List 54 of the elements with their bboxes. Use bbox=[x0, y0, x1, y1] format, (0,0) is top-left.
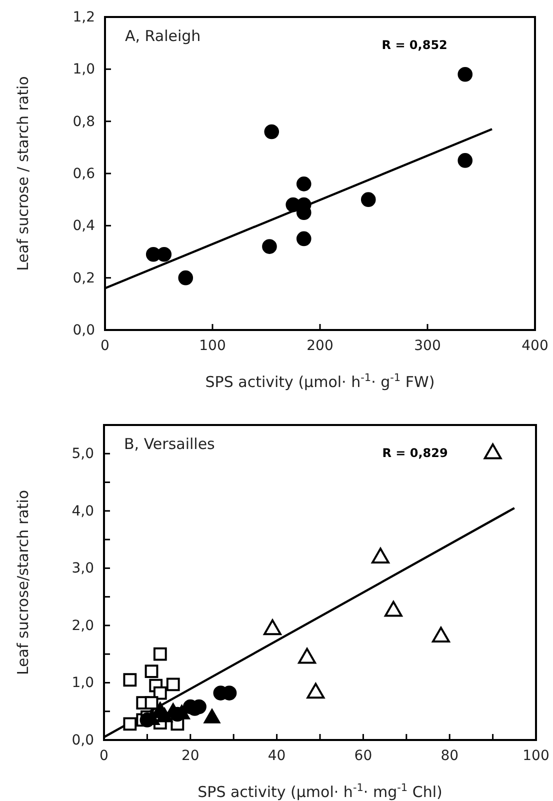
point bbox=[458, 153, 473, 168]
y-axis-title: Leaf sucrose/starch ratio bbox=[14, 490, 32, 676]
point bbox=[264, 619, 282, 636]
point bbox=[153, 647, 167, 661]
x-tick-label: 40 bbox=[268, 748, 286, 764]
y-axis-title: Leaf sucrose / starch ratio bbox=[14, 76, 32, 271]
x-tick-label: 100 bbox=[522, 748, 550, 764]
y-tick-label: 0,8 bbox=[72, 114, 95, 130]
point bbox=[144, 696, 158, 710]
x-tick-label: 20 bbox=[181, 748, 200, 764]
annotation: R = 0,852 bbox=[382, 38, 448, 52]
y-tick-label: 0,2 bbox=[72, 270, 95, 286]
x-tick-label: 0 bbox=[100, 748, 108, 764]
point bbox=[296, 231, 312, 246]
point bbox=[432, 626, 450, 643]
y-tick-label: 0,0 bbox=[72, 322, 95, 338]
x-axis-title: SPS activity (µmol· h$^{-1}$· g$^{-1}$ FW) bbox=[205, 372, 435, 391]
point bbox=[144, 664, 158, 678]
y-tick-label: 1,0 bbox=[72, 675, 94, 692]
y-tick-label: 2,0 bbox=[72, 618, 94, 634]
point bbox=[123, 717, 137, 731]
point bbox=[264, 124, 280, 140]
y-tick-label: 1,0 bbox=[72, 62, 95, 78]
x-tick-label: 200 bbox=[306, 338, 334, 354]
y-tick-label: 0,6 bbox=[72, 166, 96, 182]
y-tick-label: 0,4 bbox=[72, 218, 96, 234]
x-tick-label: 60 bbox=[354, 748, 372, 764]
point bbox=[153, 686, 167, 700]
x-axis-title: SPS activity (µmol· h$^{-1}$· mg$^{-1}$ Chl) bbox=[198, 782, 442, 801]
point bbox=[384, 600, 402, 617]
x-tick-label: 300 bbox=[414, 338, 441, 354]
x-tick-label: 0 bbox=[100, 338, 110, 354]
y-tick-label: 0,0 bbox=[72, 732, 94, 748]
y-tick-label: 3,0 bbox=[72, 560, 94, 577]
text: B, Versailles bbox=[124, 435, 216, 453]
point bbox=[178, 270, 194, 286]
point bbox=[123, 673, 137, 687]
x-tick-label: 100 bbox=[199, 338, 226, 354]
point bbox=[458, 66, 473, 82]
point bbox=[296, 176, 312, 192]
y-tick-label: 4,0 bbox=[72, 503, 94, 520]
point bbox=[372, 548, 390, 564]
x-tick-label: 80 bbox=[440, 748, 459, 764]
x-tick-label: 400 bbox=[522, 338, 548, 354]
y-tick-label: 1,2 bbox=[72, 9, 95, 26]
text: A, Raleigh bbox=[125, 27, 201, 45]
point bbox=[156, 246, 172, 262]
annotation: R = 0,829 bbox=[382, 446, 448, 460]
point bbox=[484, 443, 502, 460]
point bbox=[140, 712, 155, 728]
point bbox=[166, 678, 180, 692]
point bbox=[360, 192, 376, 207]
point bbox=[262, 239, 277, 254]
y-tick-label: 5,0 bbox=[72, 446, 94, 462]
